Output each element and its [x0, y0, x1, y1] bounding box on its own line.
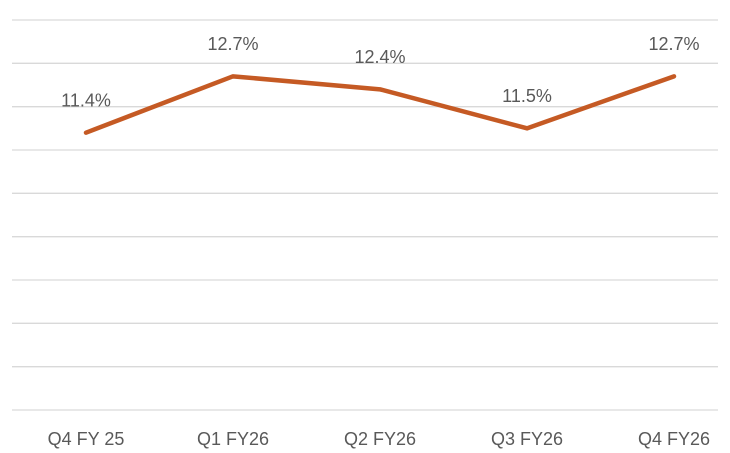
x-tick-label: Q3 FY26 [491, 429, 563, 449]
data-label: 12.4% [354, 47, 405, 67]
x-tick-label: Q1 FY26 [197, 429, 269, 449]
data-label: 11.5% [502, 86, 552, 106]
x-tick-label: Q4 FY26 [638, 429, 710, 449]
data-line [83, 74, 677, 135]
data-label: 12.7% [207, 34, 258, 54]
data-label: 11.4% [61, 90, 111, 110]
data-label: 12.7% [648, 34, 699, 54]
x-tick-label: Q4 FY 25 [48, 429, 125, 449]
x-tick-label: Q2 FY26 [344, 429, 416, 449]
